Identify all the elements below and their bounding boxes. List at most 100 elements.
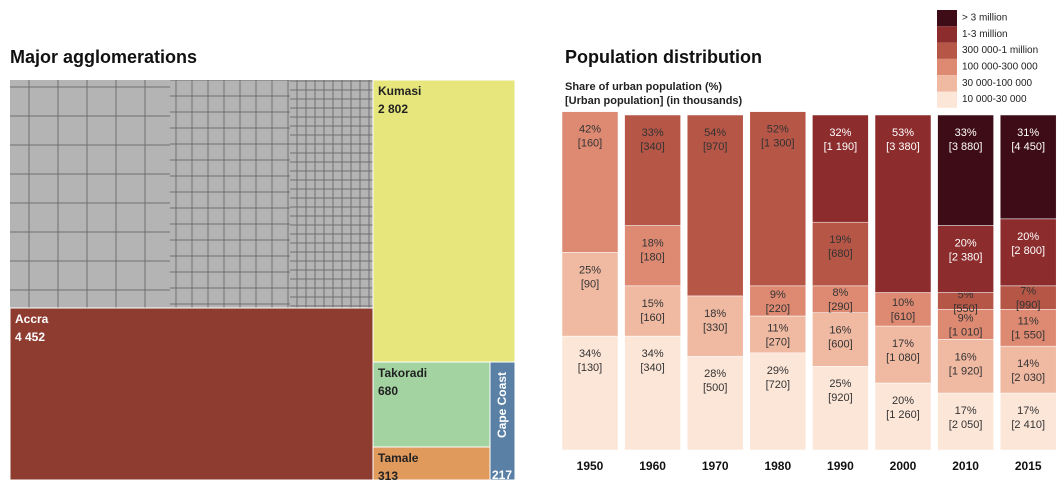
population-label: [3 880] — [949, 141, 983, 153]
subtitle: Share of urban population (%) — [565, 81, 722, 93]
treemap-cell — [489, 361, 516, 480]
population-label: [340] — [640, 362, 664, 374]
cell-value: 313 — [378, 469, 398, 480]
population-label: [990] — [1016, 299, 1040, 311]
population-label: [3 380] — [886, 141, 920, 153]
percent-label: 14% — [1017, 358, 1039, 370]
population-label: [720] — [766, 379, 790, 391]
population-label: [610] — [891, 311, 915, 323]
legend-label: 1-3 million — [962, 29, 1008, 40]
bar-segment — [999, 392, 1057, 451]
percent-label: 16% — [955, 351, 977, 363]
bar-segment — [812, 285, 869, 313]
legend-label: 30 000-100 000 — [962, 78, 1033, 89]
population-label: [970] — [703, 141, 727, 153]
cell-value: 217 — [492, 468, 512, 480]
percent-label: 17% — [892, 338, 914, 350]
cell-label: Tamale — [378, 451, 419, 465]
subtitle: [Urban population] (in thousands) — [565, 95, 743, 107]
small-agglomerations — [10, 80, 373, 308]
bar-segment — [749, 111, 807, 287]
bar-segment — [874, 292, 932, 327]
percent-label: 16% — [829, 325, 851, 337]
x-tick-label: 1950 — [577, 459, 604, 473]
population-label: [330] — [703, 322, 727, 334]
population-label: [4 450] — [1011, 141, 1045, 153]
bar-segment — [937, 309, 994, 340]
cell-label: Accra — [15, 312, 49, 326]
bar-segment — [686, 295, 744, 357]
population-label: [920] — [828, 392, 852, 404]
population-label: [1 260] — [886, 409, 920, 421]
population-label: [1 300] — [761, 138, 795, 150]
bar-segment — [937, 392, 994, 451]
population-label: [1 550] — [1011, 330, 1045, 342]
bar-segment — [874, 114, 932, 293]
legend-label: 10 000-30 000 — [962, 94, 1027, 105]
bar-segment — [937, 339, 994, 394]
legend-label: > 3 million — [962, 13, 1007, 24]
percent-label: 52% — [767, 124, 789, 136]
bar-segment — [624, 285, 681, 337]
percent-label: 54% — [704, 127, 726, 139]
population-label: [180] — [640, 251, 664, 263]
x-tick-label: 1980 — [764, 459, 791, 473]
percent-label: 20% — [1017, 231, 1039, 243]
percent-label: 34% — [579, 348, 601, 360]
percent-label: 32% — [829, 127, 851, 139]
percent-label: 20% — [892, 395, 914, 407]
population-label: [1 190] — [824, 141, 858, 153]
cell-label: Takoradi — [378, 366, 427, 380]
population-label: [1 080] — [886, 352, 920, 364]
percent-label: 25% — [829, 378, 851, 390]
x-tick-label: 1970 — [702, 459, 729, 473]
percent-label: 31% — [1017, 127, 1039, 139]
x-tick-label: 2015 — [1015, 459, 1042, 473]
bar-segment — [686, 355, 744, 451]
population-label: [130] — [578, 362, 602, 374]
percent-label: 25% — [579, 264, 601, 276]
bar-segment — [999, 309, 1057, 347]
percent-label: 19% — [829, 234, 851, 246]
percent-label: 53% — [892, 127, 914, 139]
legend-swatch — [937, 42, 957, 59]
population-label: [270] — [766, 336, 790, 348]
population-label: [600] — [828, 339, 852, 351]
population-label: [340] — [640, 141, 664, 153]
bar-segment — [812, 312, 869, 367]
population-label: [550] — [953, 303, 977, 315]
population-label: [1 920] — [949, 365, 983, 377]
bar-segment — [937, 225, 994, 293]
treemap-cell — [9, 307, 374, 480]
legend-swatch — [937, 26, 957, 43]
percent-label: 20% — [955, 237, 977, 249]
percent-label: 29% — [767, 365, 789, 377]
population-label: [160] — [640, 312, 664, 324]
population-label: [2 410] — [1011, 419, 1045, 431]
legend-swatch — [937, 58, 957, 76]
x-tick-label: 2010 — [952, 459, 979, 473]
bar-segment — [812, 114, 869, 223]
legend-label: 100 000-300 000 — [962, 62, 1038, 73]
population-label: [2 030] — [1011, 372, 1045, 384]
percent-label: 10% — [892, 297, 914, 309]
bar-segment — [812, 221, 869, 287]
x-tick-label: 1990 — [827, 459, 854, 473]
cell-label: Kumasi — [378, 84, 421, 98]
percent-label: 15% — [642, 298, 664, 310]
percent-label: 9% — [770, 289, 786, 301]
population-label: [2 050] — [949, 419, 983, 431]
bar-segment — [999, 345, 1057, 394]
population-label: [220] — [766, 303, 790, 315]
treemap-cell — [372, 446, 491, 480]
percent-label: 34% — [642, 348, 664, 360]
population-label: [2 380] — [949, 251, 983, 263]
population-label: [680] — [828, 248, 852, 260]
cell-value: 680 — [378, 384, 398, 398]
bar-segment — [999, 114, 1057, 220]
x-tick-label: 2000 — [890, 459, 917, 473]
bar-segment — [937, 114, 994, 226]
percent-label: 33% — [642, 127, 664, 139]
percent-label: 9% — [958, 312, 974, 324]
